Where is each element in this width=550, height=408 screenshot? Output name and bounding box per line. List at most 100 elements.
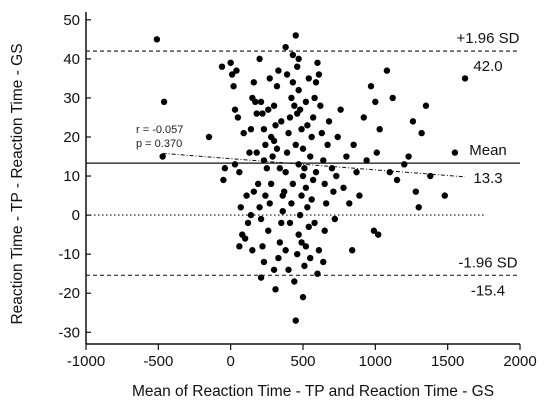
data-point: [389, 94, 396, 102]
data-point: [412, 188, 420, 195]
data-point: [376, 125, 383, 133]
data-point: [383, 67, 391, 74]
data-point: [233, 67, 240, 74]
mean-value: 13.3: [473, 170, 502, 187]
data-point: [267, 133, 275, 141]
data-point: [363, 157, 370, 164]
y-tick-label: 10: [63, 168, 80, 185]
data-point: [263, 165, 271, 172]
data-point: [270, 266, 278, 273]
data-point: [260, 157, 268, 164]
data-point: [422, 102, 430, 109]
data-point: [256, 204, 263, 211]
data-point: [278, 219, 285, 227]
data-point: [294, 250, 301, 258]
data-point: [278, 118, 285, 125]
data-point: [294, 110, 301, 117]
p-value-label: p = 0.370: [136, 138, 182, 150]
data-point: [321, 227, 328, 234]
regression-line: [162, 152, 466, 178]
data-point: [295, 161, 302, 168]
data-point: [305, 75, 312, 82]
data-point: [370, 227, 378, 234]
data-point: [218, 63, 226, 70]
data-point: [441, 192, 448, 199]
data-point: [230, 83, 237, 90]
data-point: [269, 153, 276, 160]
data-point: [451, 149, 459, 156]
data-point: [295, 55, 302, 63]
data-point: [275, 67, 282, 74]
data-point: [311, 94, 318, 102]
data-point: [346, 200, 353, 207]
data-point: [275, 254, 282, 262]
mean-label: Mean: [469, 142, 507, 159]
x-tick-label: -500: [143, 353, 173, 370]
data-point: [315, 71, 323, 78]
data-point: [302, 184, 310, 191]
y-tick-label: -20: [58, 285, 80, 302]
data-point: [289, 180, 297, 188]
data-point: [259, 110, 266, 117]
y-tick-label: 30: [63, 90, 80, 107]
data-point: [330, 188, 337, 195]
data-point: [405, 153, 412, 160]
lower_loa-value: -15.4: [471, 282, 505, 299]
data-point: [295, 86, 302, 94]
data-point: [301, 165, 308, 172]
data-point: [340, 184, 347, 191]
data-point: [321, 180, 328, 188]
data-point: [247, 125, 255, 133]
data-point: [291, 278, 298, 285]
data-point: [337, 106, 344, 113]
data-point: [289, 51, 297, 59]
data-point: [401, 161, 408, 168]
data-point: [259, 243, 266, 250]
y-tick-label: 0: [72, 207, 80, 224]
lower_loa-label: -1.96 SD: [458, 254, 517, 271]
data-point: [328, 165, 336, 172]
data-point: [333, 172, 340, 180]
data-point: [292, 317, 299, 324]
data-point: [373, 149, 380, 156]
data-point: [160, 98, 168, 106]
data-point: [288, 94, 295, 102]
x-tick-label: 1500: [431, 353, 464, 370]
data-point: [393, 176, 401, 184]
data-point: [322, 200, 330, 207]
data-point: [289, 79, 297, 86]
data-point: [312, 168, 320, 176]
data-point: [205, 133, 213, 141]
data-point: [298, 239, 305, 246]
y-tick-label: 50: [63, 12, 80, 29]
data-point: [298, 192, 305, 199]
data-point: [256, 55, 263, 63]
x-tick-label: 1000: [359, 353, 392, 370]
data-point: [304, 204, 311, 211]
data-point: [334, 133, 341, 141]
data-point: [279, 192, 286, 199]
data-point: [360, 114, 367, 121]
data-point: [231, 106, 239, 113]
data-point: [257, 274, 265, 281]
data-points: [153, 32, 469, 324]
data-point: [254, 180, 262, 188]
data-point: [427, 172, 434, 180]
data-point: [324, 141, 331, 148]
data-point: [282, 43, 289, 51]
data-point: [294, 63, 301, 70]
data-point: [253, 110, 260, 117]
data-point: [356, 192, 363, 199]
data-point: [386, 168, 393, 176]
data-point: [375, 231, 382, 238]
data-point: [260, 258, 268, 266]
data-point: [291, 102, 298, 109]
data-point: [309, 176, 317, 184]
data-point: [298, 125, 305, 133]
data-point: [286, 114, 294, 121]
data-point: [318, 129, 326, 137]
data-point: [409, 118, 417, 125]
data-point: [257, 98, 265, 106]
data-point: [266, 75, 273, 82]
